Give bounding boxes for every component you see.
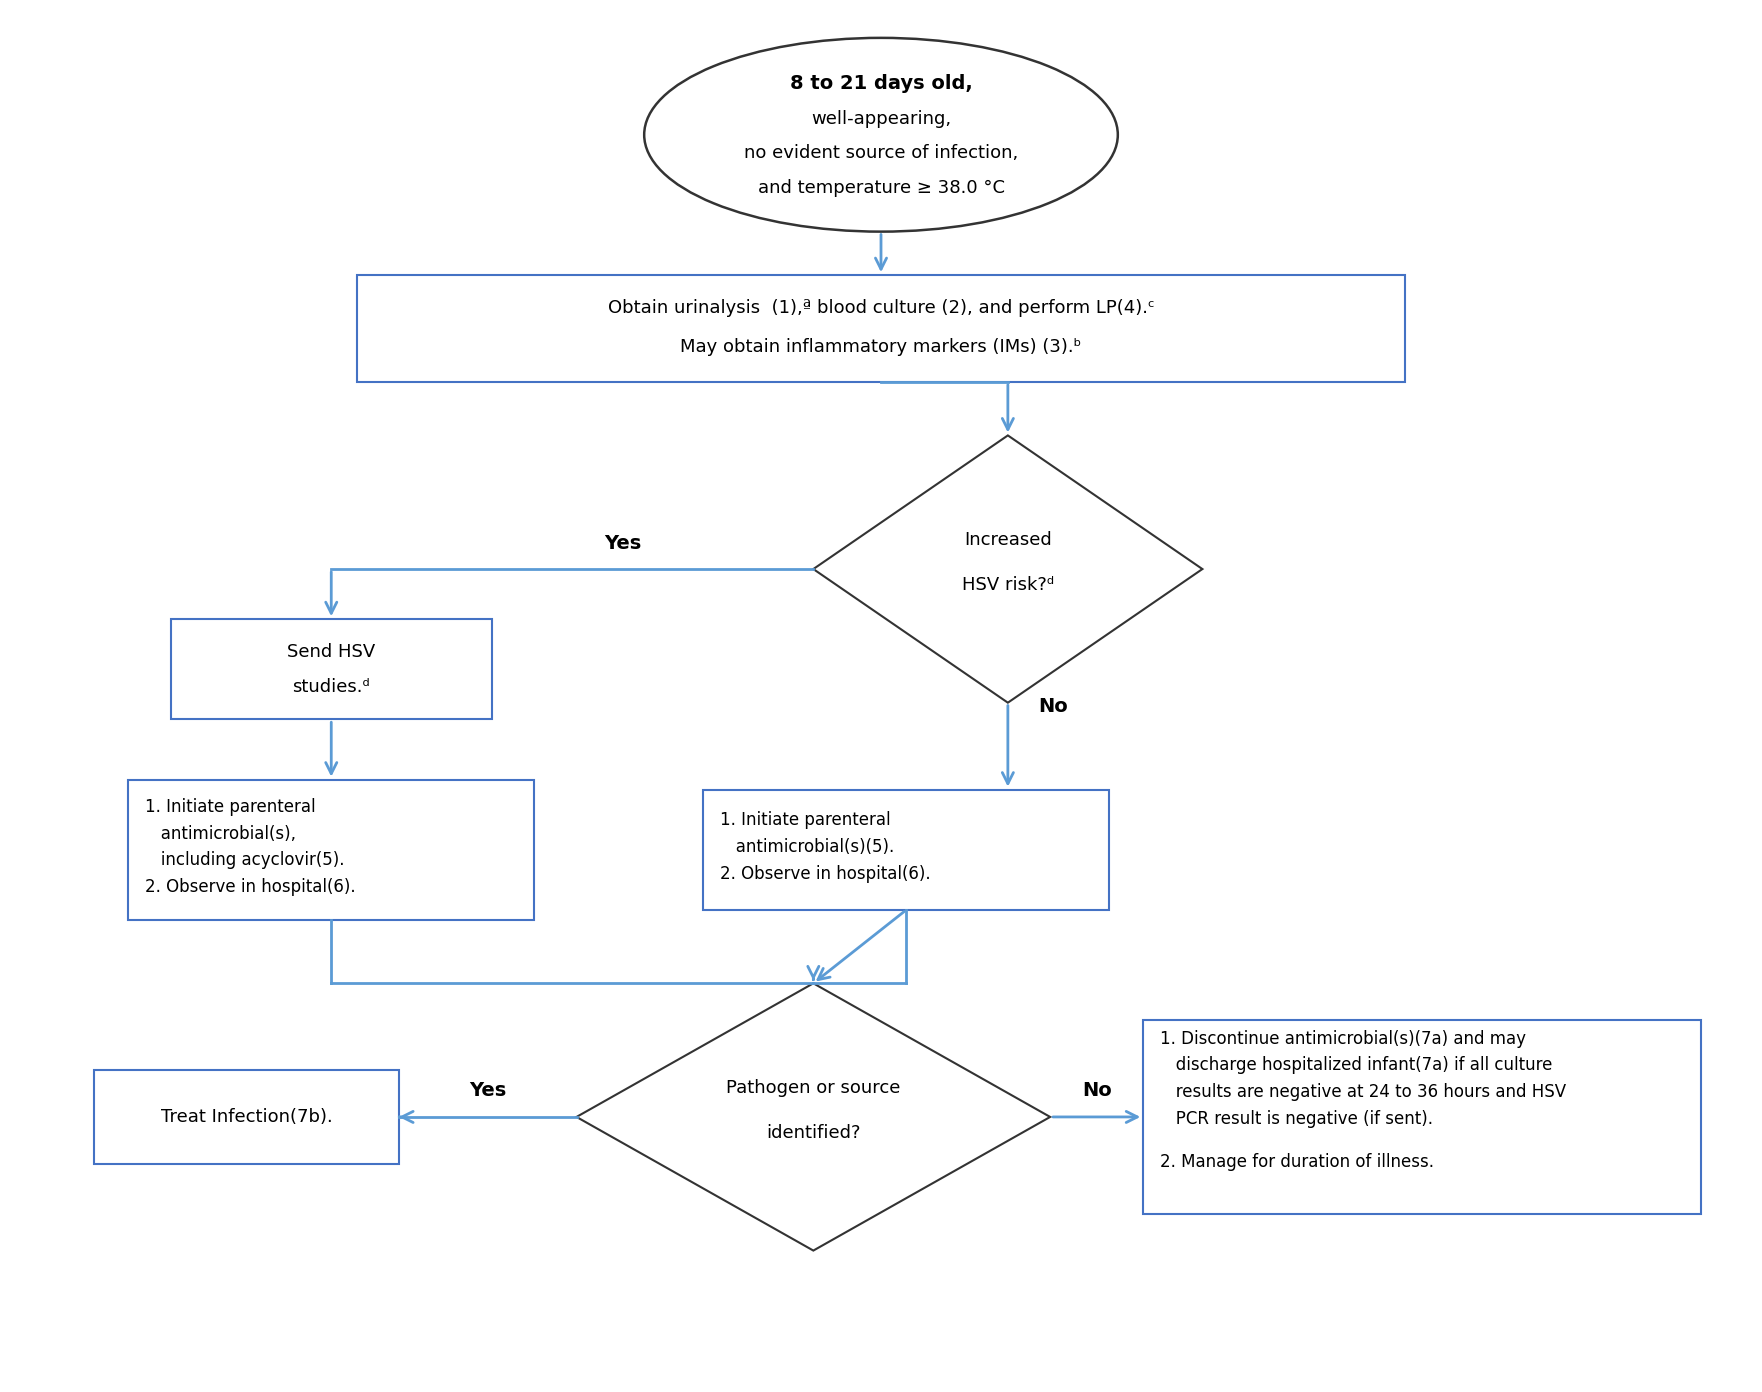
- Bar: [1144, 1020, 1702, 1214]
- Text: No: No: [1082, 1080, 1112, 1100]
- Polygon shape: [576, 983, 1050, 1250]
- Text: including acyclovir(5).: including acyclovir(5).: [144, 852, 345, 870]
- Text: Yes: Yes: [604, 535, 641, 553]
- Text: no evident source of infection,: no evident source of infection,: [744, 145, 1018, 163]
- Text: Treat Infection(7b).: Treat Infection(7b).: [160, 1108, 333, 1126]
- Polygon shape: [814, 436, 1202, 703]
- Text: 2. Manage for duration of illness.: 2. Manage for duration of illness.: [1159, 1153, 1434, 1171]
- Text: well-appearing,: well-appearing,: [811, 110, 951, 128]
- Text: Send HSV: Send HSV: [287, 643, 375, 661]
- Bar: [95, 1070, 398, 1164]
- Text: antimicrobial(s),: antimicrobial(s),: [144, 824, 296, 842]
- Text: Obtain urinalysis  (1),ª blood culture (2), and perform LP(4).ᶜ: Obtain urinalysis (1),ª blood culture (2…: [608, 299, 1154, 317]
- Text: 8 to 21 days old,: 8 to 21 days old,: [789, 74, 973, 93]
- Text: 1. Discontinue antimicrobial(s)(7a) and may: 1. Discontinue antimicrobial(s)(7a) and …: [1159, 1030, 1526, 1048]
- Text: No: No: [1038, 696, 1068, 715]
- Text: identified?: identified?: [766, 1123, 860, 1141]
- Text: May obtain inflammatory markers (IMs) (3).ᵇ: May obtain inflammatory markers (IMs) (3…: [680, 338, 1082, 356]
- Text: HSV risk?ᵈ: HSV risk?ᵈ: [962, 576, 1054, 594]
- Ellipse shape: [645, 38, 1117, 231]
- Text: Increased: Increased: [964, 530, 1052, 548]
- Text: 2. Observe in hospital(6).: 2. Observe in hospital(6).: [721, 864, 930, 883]
- Bar: [171, 619, 492, 720]
- Text: and temperature ≥ 38.0 °C: and temperature ≥ 38.0 °C: [758, 180, 1004, 198]
- Text: discharge hospitalized infant(7a) if all culture: discharge hospitalized infant(7a) if all…: [1159, 1057, 1552, 1075]
- Text: results are negative at 24 to 36 hours and HSV: results are negative at 24 to 36 hours a…: [1159, 1083, 1566, 1101]
- Text: Pathogen or source: Pathogen or source: [726, 1079, 900, 1097]
- Bar: [356, 276, 1406, 381]
- Bar: [703, 789, 1110, 910]
- Text: Yes: Yes: [469, 1080, 506, 1100]
- Bar: [129, 780, 534, 920]
- Text: 1. Initiate parenteral: 1. Initiate parenteral: [721, 812, 892, 830]
- Text: antimicrobial(s)(5).: antimicrobial(s)(5).: [721, 838, 895, 856]
- Text: PCR result is negative (if sent).: PCR result is negative (if sent).: [1159, 1109, 1433, 1128]
- Text: 1. Initiate parenteral: 1. Initiate parenteral: [144, 798, 315, 816]
- Text: 2. Observe in hospital(6).: 2. Observe in hospital(6).: [144, 878, 356, 896]
- Text: studies.ᵈ: studies.ᵈ: [292, 678, 370, 696]
